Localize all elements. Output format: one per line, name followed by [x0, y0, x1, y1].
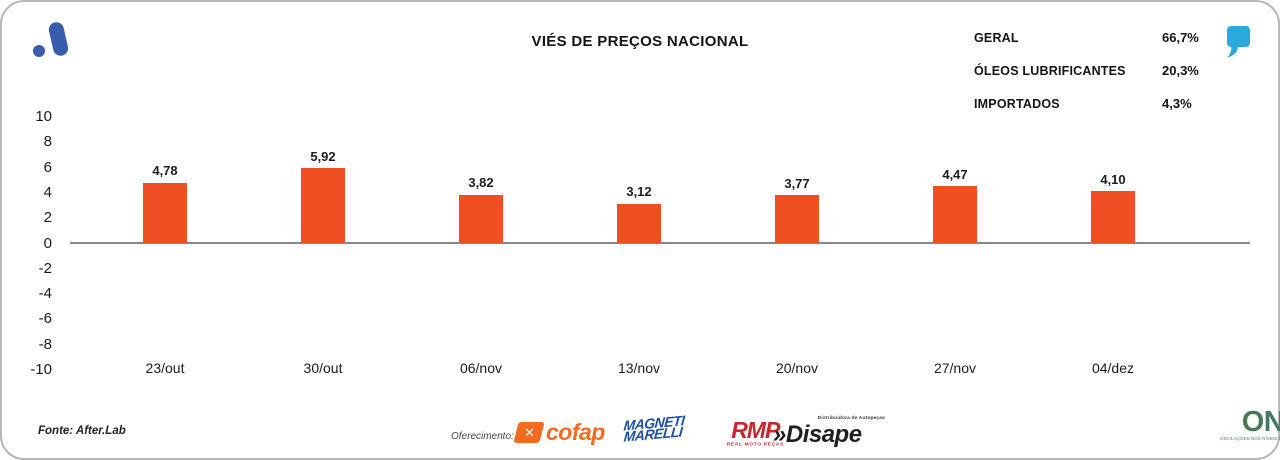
disape-name: Disape — [785, 421, 862, 448]
bar-27/nov — [933, 186, 977, 243]
cofap-x-glyph: ✕ — [523, 425, 535, 440]
bar-value-label: 3,82 — [468, 175, 494, 191]
y-tick-label: 4 — [43, 183, 52, 201]
afterlab-logo-icon — [29, 17, 75, 61]
bar-20/nov — [775, 195, 819, 243]
rmp-subtext: REAL MOTO PEÇAS — [726, 441, 784, 447]
onda-wordmark: ONDA — [1168, 406, 1280, 438]
y-tick-label: -10 — [30, 361, 52, 378]
bar-13/nov — [617, 203, 661, 243]
bar-value-label: 4,78 — [152, 163, 178, 179]
x-axis-label: 23/out — [145, 360, 185, 376]
stat-label: GERAL — [974, 31, 1019, 45]
y-tick-label: 6 — [43, 158, 52, 176]
quote-icon — [1227, 26, 1250, 58]
source-note: Fonte: After.Lab — [38, 425, 126, 437]
stat-value: 20,3% — [1162, 63, 1199, 78]
y-tick-label: -6 — [38, 310, 52, 328]
onda-tagline: OSCILAÇÕES NOS NÍVEIS DE ABASTECIMENTO E… — [1219, 436, 1280, 441]
x-axis-label: 27/nov — [933, 360, 977, 376]
y-tick-label: 10 — [35, 108, 52, 125]
bar-value-label: 3,77 — [784, 175, 810, 191]
stat-value: 4,3% — [1162, 96, 1192, 111]
bar-06/nov — [459, 194, 503, 243]
stat-row-oleos: ÓLEOS LUBRIFICANTES 20,3% — [974, 63, 1224, 78]
bar-value-label: 3,12 — [626, 184, 652, 200]
bars-area: 4,78 23/out 5,92 30/out 3,82 06/nov 3,12 13/nov… — [86, 116, 1192, 376]
stats-legend: GERAL 66,7% ÓLEOS LUBRIFICANTES 20,3% IM… — [974, 30, 1224, 129]
bar-04/dez — [1091, 191, 1135, 243]
stat-row-importados: IMPORTADOS 4,3% — [974, 96, 1224, 111]
bar-value-label: 4,10 — [1100, 171, 1126, 187]
x-axis-label: 06/nov — [459, 360, 503, 376]
bar-column: 3,82 06/nov — [402, 116, 560, 376]
y-tick-label: -2 — [38, 259, 52, 277]
x-axis-label: 04/dez — [1091, 360, 1135, 376]
bar-30/out — [301, 168, 345, 243]
bar-column: 3,77 20/nov — [718, 116, 876, 376]
disape-prefix: » — [773, 421, 786, 448]
x-axis-label: 13/nov — [617, 360, 661, 376]
y-tick-label: -4 — [38, 285, 52, 303]
stat-label: IMPORTADOS — [974, 97, 1060, 111]
sponsorship-label: Oferecimento: — [451, 431, 514, 442]
disape-wordmark: »Disape — [773, 421, 885, 448]
y-tick-label: 0 — [43, 234, 52, 252]
bar-value-label: 5,92 — [310, 148, 336, 164]
cofap-logo: ✕ cofap — [513, 419, 605, 445]
chart-title: VIÉS DE PREÇOS NACIONAL — [531, 33, 749, 50]
logo-dot — [33, 45, 45, 57]
onda-logo: ONDA OSCILAÇÕES NOS NÍVEIS DE ABASTECIME… — [1168, 406, 1280, 445]
y-tick-label: 8 — [43, 133, 52, 151]
bar-column: 4,47 27/nov — [876, 116, 1034, 376]
cofap-wordmark: cofap — [546, 419, 605, 445]
zero-axis-line — [70, 242, 1250, 244]
stat-label: ÓLEOS LUBRIFICANTES — [974, 64, 1126, 78]
disape-logo: Distribuidora de Autopeças »Disape — [773, 415, 885, 448]
x-axis-label: 30/out — [303, 360, 343, 376]
bar-column: 4,10 04/dez — [1034, 116, 1192, 376]
y-tick-label: 2 — [43, 209, 52, 227]
y-tick-label: -8 — [38, 335, 52, 353]
disape-supertext: Distribuidora de Autopeças — [817, 415, 885, 421]
stat-value: 66,7% — [1162, 30, 1199, 45]
rmp-logo: RMP REAL MOTO PEÇAS — [709, 419, 802, 450]
bar-column: 5,92 30/out — [244, 116, 402, 376]
magneti-marelli-logo: MAGNETI MARELLI — [622, 412, 685, 445]
magneti-line2: MARELLI — [623, 423, 684, 445]
rmp-wordmark: RMP — [731, 417, 780, 443]
bar-23/out — [143, 182, 187, 243]
bar-column: 3,12 13/nov — [560, 116, 718, 376]
cofap-x-icon: ✕ — [513, 422, 545, 443]
stat-row-geral: GERAL 66,7% — [974, 30, 1224, 45]
bar-column: 4,78 23/out — [86, 116, 244, 376]
bar-value-label: 4,47 — [942, 166, 968, 182]
x-axis-label: 20/nov — [775, 360, 819, 376]
